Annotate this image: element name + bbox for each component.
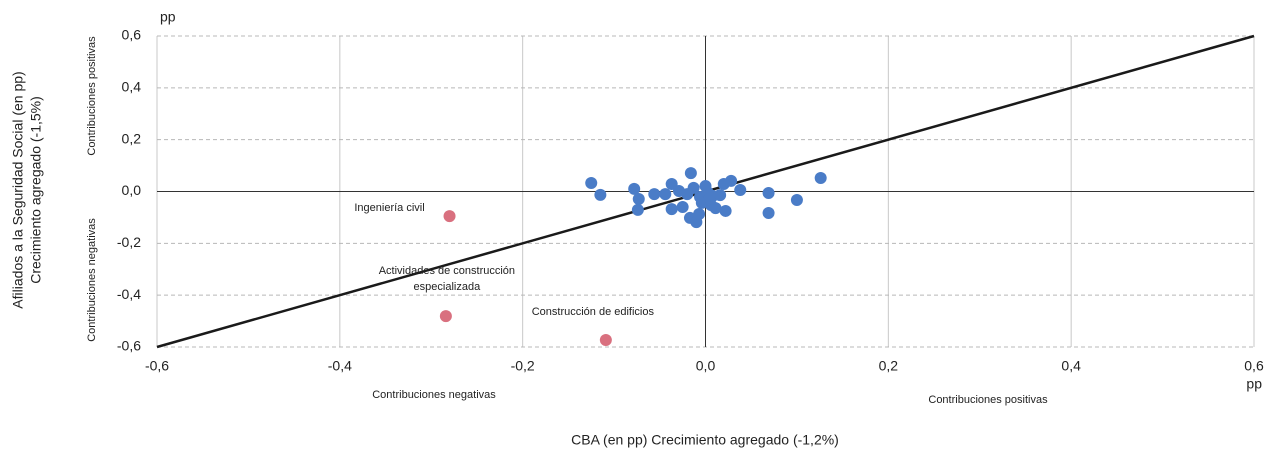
quadrant-note: Contribuciones positivas <box>928 394 1048 406</box>
scatter-point <box>443 210 456 223</box>
scatter-point <box>762 207 775 220</box>
scatter-point <box>648 188 661 201</box>
scatter-point <box>599 334 612 347</box>
scatter-point <box>719 204 732 217</box>
point-label: Construcción de edificios <box>532 306 655 318</box>
y-tick-label: -0,2 <box>117 234 141 250</box>
x-tick-label: 0,2 <box>879 358 899 374</box>
scatter-point <box>439 310 452 323</box>
y-tick-label: 0,6 <box>122 27 142 43</box>
x-unit: pp <box>1246 376 1262 392</box>
point-label: especializada <box>414 281 482 293</box>
scatter-point <box>585 176 598 189</box>
y-tick-label: -0,4 <box>117 286 141 302</box>
scatter-point <box>687 181 700 194</box>
y-tick-label: 0,0 <box>122 182 142 198</box>
scatter-point <box>762 187 775 200</box>
scatter-point <box>632 193 645 206</box>
x-tick-label: -0,2 <box>511 358 535 374</box>
scatter-point <box>709 202 722 215</box>
y-axis-title: Afiliados a la Seguridad Social (en pp) <box>10 71 26 308</box>
x-tick-label: 0,0 <box>696 358 716 374</box>
y-tick-label: -0,6 <box>117 338 141 354</box>
scatter-point <box>665 203 678 216</box>
quadrant-note: Contribuciones negativas <box>372 389 496 401</box>
scatter-point <box>659 188 672 201</box>
x-tick-label: -0,4 <box>328 358 352 374</box>
scatter-point <box>628 182 641 195</box>
scatter-point <box>714 189 727 202</box>
y-unit: pp <box>160 9 176 25</box>
x-tick-label: -0,6 <box>145 358 169 374</box>
scatter-point <box>676 201 689 214</box>
point-label: Ingeniería civil <box>354 202 424 214</box>
x-axis-title: CBA (en pp) Crecimiento agregado (-1,2%) <box>571 432 839 448</box>
quadrant-note: Contribuciones negativas <box>86 218 98 342</box>
y-axis-title: Crecimiento agregado (-1,5%) <box>28 96 44 284</box>
x-tick-label: 0,6 <box>1244 358 1264 374</box>
quadrant-note: Contribuciones positivas <box>86 36 98 156</box>
scatter-point <box>734 183 747 196</box>
y-tick-label: 0,4 <box>122 79 142 95</box>
scatter-point <box>814 172 827 185</box>
scatter-point <box>684 167 697 180</box>
scatter-point <box>631 203 644 216</box>
point-label: Actividades de construcción <box>379 265 515 277</box>
y-tick-label: 0,2 <box>122 130 142 146</box>
scatter-point <box>790 194 803 207</box>
scatter-point <box>594 188 607 201</box>
x-tick-label: 0,4 <box>1061 358 1081 374</box>
scatter-point <box>693 208 706 221</box>
scatter-point <box>725 174 738 187</box>
